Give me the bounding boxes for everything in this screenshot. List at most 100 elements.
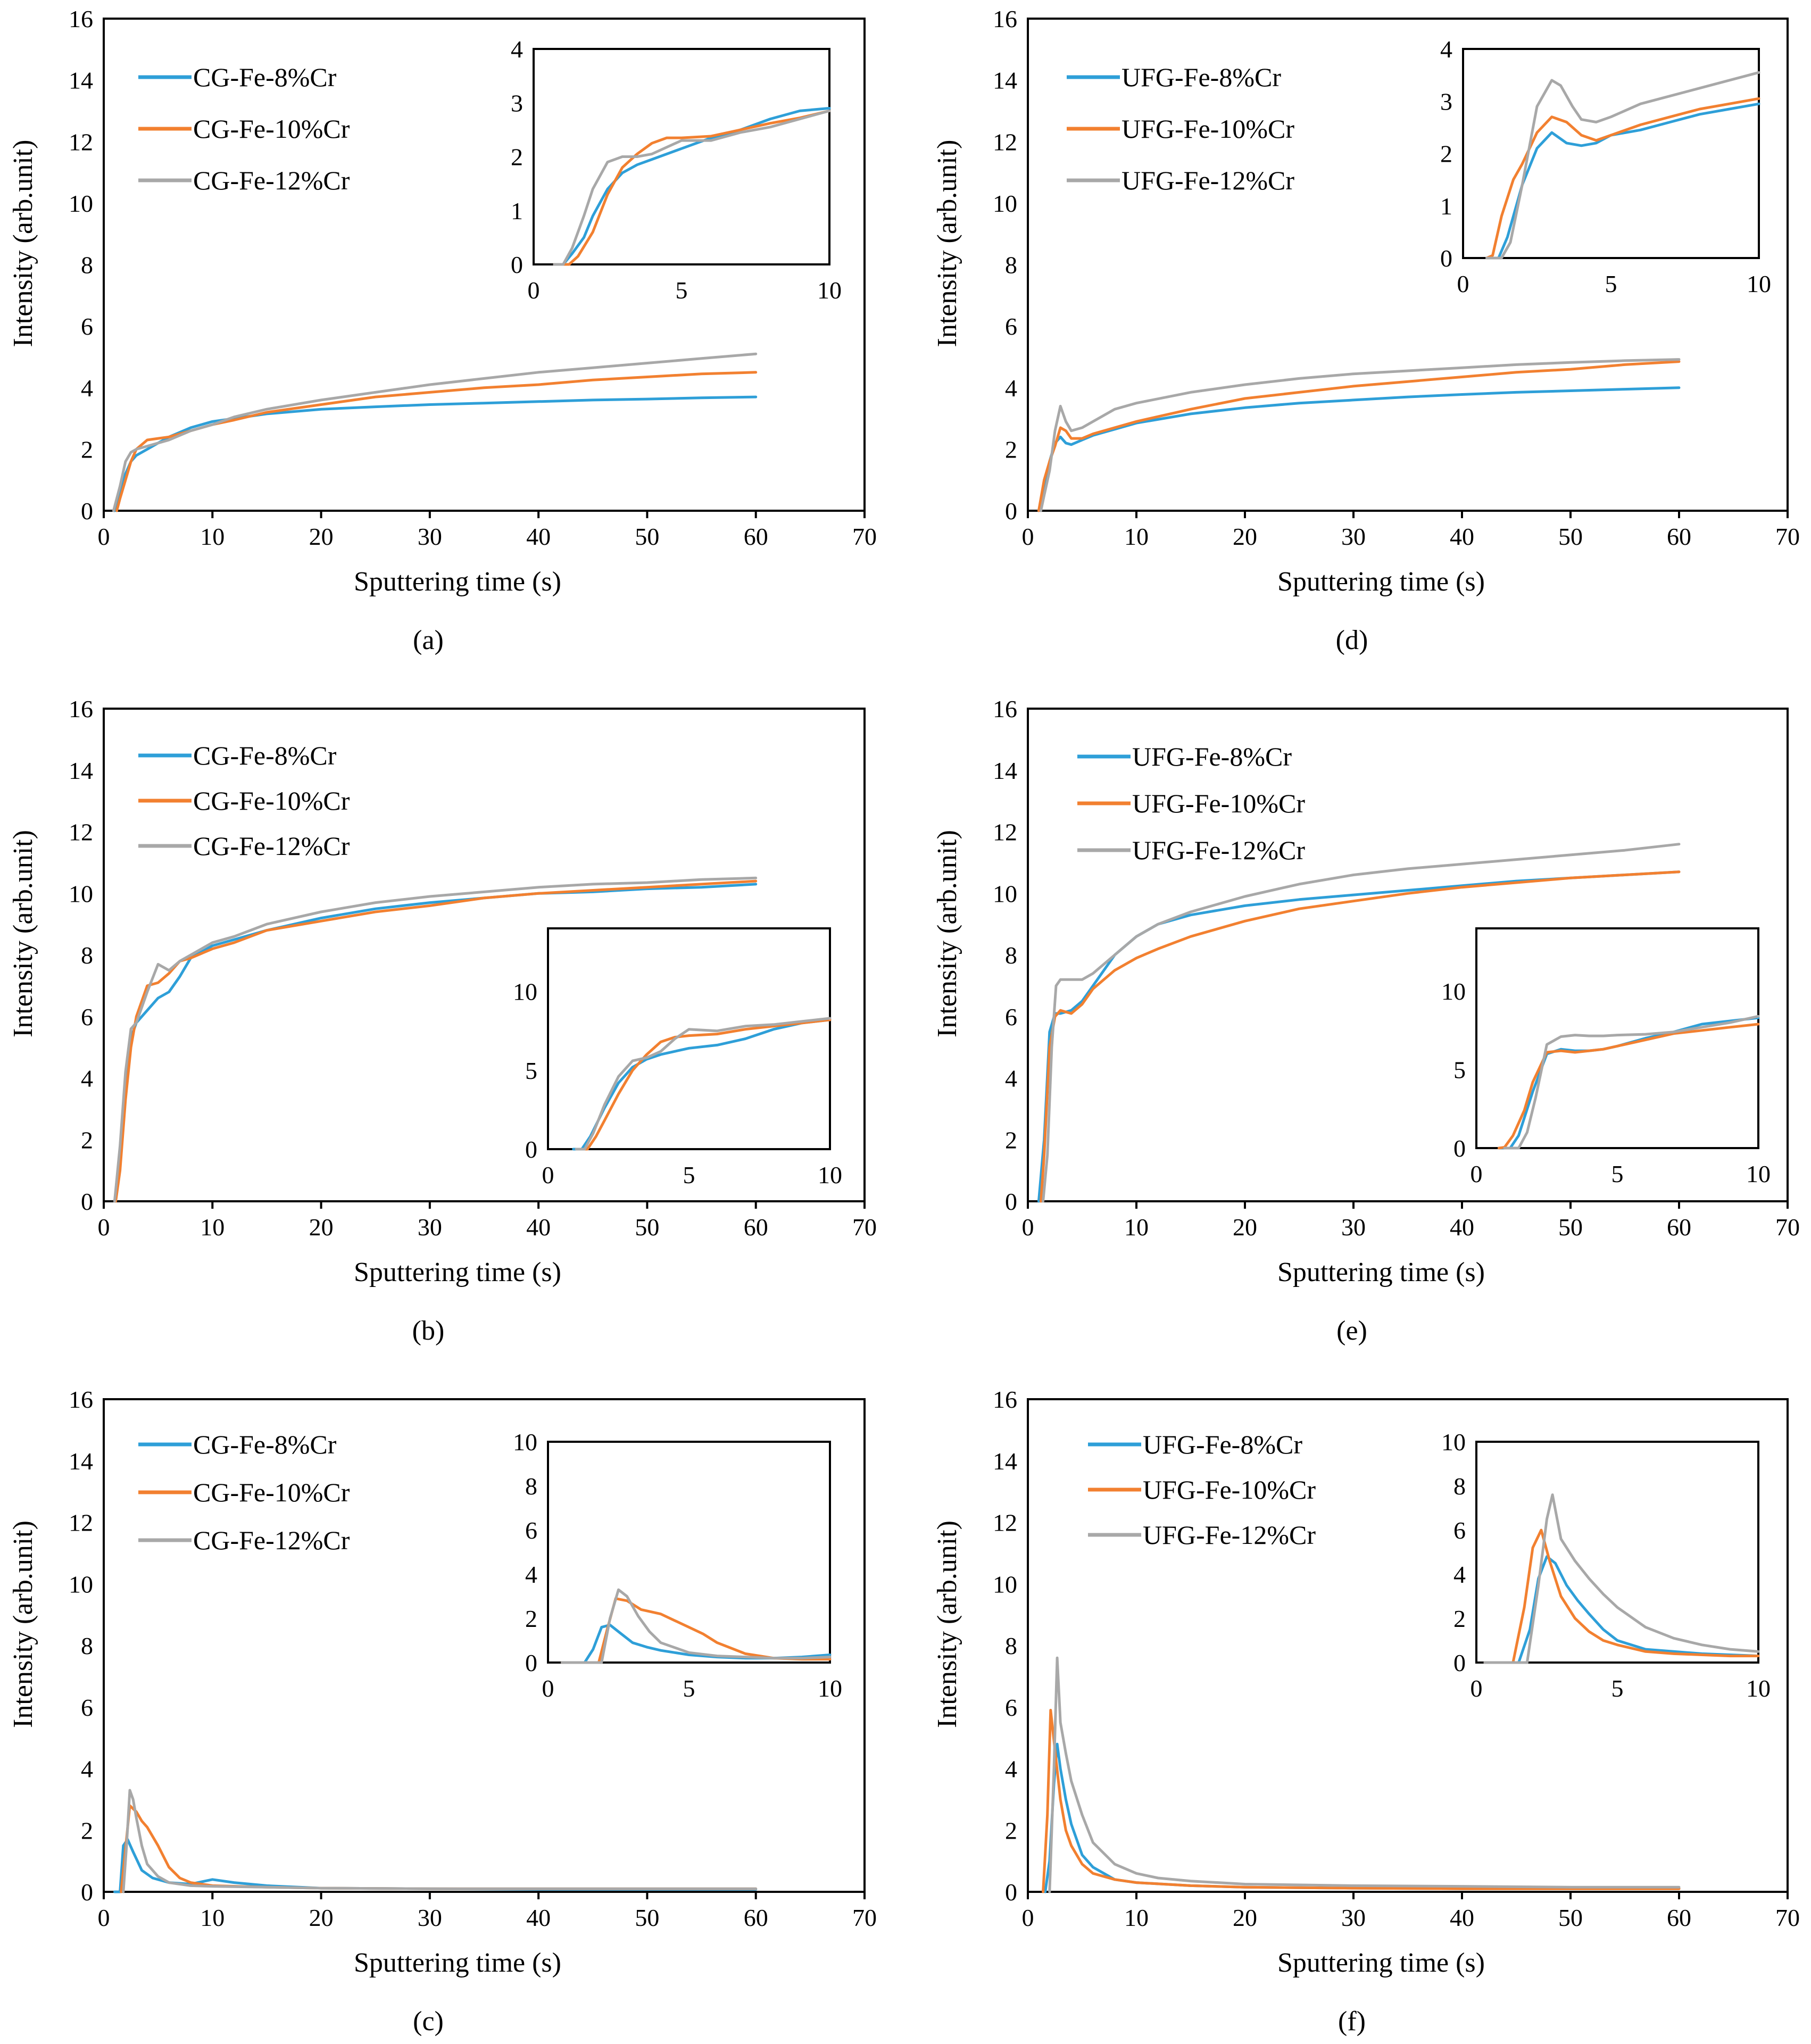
inset-y-tick-label: 10 xyxy=(1441,978,1466,1005)
inset-y-tick-label: 4 xyxy=(1440,36,1452,63)
x-tick-label: 60 xyxy=(744,1904,768,1931)
inset-series-line-1 xyxy=(1485,102,1760,260)
x-tick-label: 70 xyxy=(852,1904,877,1931)
y-tick-label: 8 xyxy=(81,942,93,969)
y-axis-title: Intensity (arb.unit) xyxy=(932,140,962,347)
y-tick-label: 16 xyxy=(993,5,1017,32)
inset-frame xyxy=(1462,48,1760,259)
x-tick-label: 50 xyxy=(1558,523,1583,550)
y-axis-title: Intensity (arb.unit) xyxy=(8,140,38,347)
inset-y-tick-label: 3 xyxy=(1440,88,1452,115)
series-line-3 xyxy=(113,876,758,1203)
legend-label: UFG-Fe-8%Cr xyxy=(1132,742,1292,771)
inset-b: 0 5 10 0 5 10 xyxy=(513,927,842,1189)
x-tick-label: 40 xyxy=(1450,1904,1474,1931)
x-tick-label: 30 xyxy=(1341,523,1366,550)
x-tick-label: 60 xyxy=(744,523,768,550)
x-tick-label: 20 xyxy=(309,1904,334,1931)
inset-x-tick-label: 5 xyxy=(1611,1160,1624,1187)
x-tick-label: 40 xyxy=(1450,1214,1474,1241)
y-tick-label: 0 xyxy=(1005,497,1017,525)
panel-caption: (c) xyxy=(413,2006,444,2037)
inset-x-tick-label: 10 xyxy=(1747,270,1771,297)
inset-y-tick-label: 2 xyxy=(525,1605,537,1632)
inset-frame xyxy=(547,1441,831,1664)
legend-label: UFG-Fe-10%Cr xyxy=(1143,1475,1316,1505)
y-tick-label: 0 xyxy=(1005,1188,1017,1215)
series-line-2 xyxy=(115,371,758,512)
legend-label: UFG-Fe-12%Cr xyxy=(1132,835,1305,865)
inset-x-tick-label: 5 xyxy=(683,1675,695,1702)
inset-series-line-2 xyxy=(553,109,831,266)
inset-y-tick-label: 0 xyxy=(511,251,523,278)
y-tick-label: 14 xyxy=(993,67,1017,94)
inset-y-tick-label: 4 xyxy=(525,1561,537,1588)
x-tick-label: 10 xyxy=(200,1214,225,1241)
inset-y-tick-label: 10 xyxy=(513,1428,537,1456)
inset-x-tick-label: 10 xyxy=(1746,1160,1771,1187)
x-tick-label: 0 xyxy=(98,523,110,550)
inset-y-tick-label: 0 xyxy=(1453,1649,1466,1676)
y-tick-label: 10 xyxy=(993,190,1017,217)
y-tick-label: 8 xyxy=(81,252,93,279)
x-tick-label: 10 xyxy=(200,1904,225,1931)
series-line-2 xyxy=(1040,870,1681,1203)
y-tick-label: 0 xyxy=(81,1879,93,1906)
y-tick-label: 12 xyxy=(993,128,1017,155)
legend-label: CG-Fe-10%Cr xyxy=(193,114,350,144)
y-tick-label: 12 xyxy=(69,128,93,155)
x-tick-label: 20 xyxy=(309,523,334,550)
y-tick-label: 16 xyxy=(69,5,93,32)
inset-y-tick-label: 10 xyxy=(1441,1428,1466,1456)
x-axis-title: Sputtering time (s) xyxy=(354,1948,561,1978)
x-tick-label: 60 xyxy=(1667,523,1691,550)
y-tick-label: 14 xyxy=(69,67,93,94)
y-tick-label: 8 xyxy=(81,1632,93,1659)
y-tick-label: 0 xyxy=(1005,1879,1017,1906)
x-tick-label: 60 xyxy=(1667,1904,1691,1931)
inset-y-tick-label: 1 xyxy=(511,197,523,225)
x-tick-label: 0 xyxy=(1022,1214,1034,1241)
x-axis-title: Sputtering time (s) xyxy=(354,567,561,597)
inset-x-tick-label: 0 xyxy=(1471,1675,1483,1702)
x-tick-label: 70 xyxy=(1775,1214,1800,1241)
x-tick-label: 30 xyxy=(1341,1904,1366,1931)
inset-y-tick-label: 2 xyxy=(1440,140,1452,168)
y-tick-label: 8 xyxy=(1005,252,1017,279)
inset-x-tick-label: 10 xyxy=(817,277,842,304)
y-tick-label: 6 xyxy=(81,313,93,340)
x-tick-label: 20 xyxy=(1233,1214,1257,1241)
inset-y-tick-label: 0 xyxy=(525,1649,537,1676)
inset-y-tick-label: 6 xyxy=(525,1517,537,1544)
x-tick-label: 50 xyxy=(635,1214,659,1241)
inset-y-tick-label: 1 xyxy=(1440,193,1452,220)
inset-series-line-3 xyxy=(1503,1015,1760,1150)
inset-series-line-3 xyxy=(553,109,831,266)
inset-series-line-2 xyxy=(1483,1528,1760,1664)
inset-y-tick-label: 0 xyxy=(1453,1135,1466,1162)
inset-series-line-2 xyxy=(1497,1023,1760,1150)
x-tick-label: 50 xyxy=(635,523,659,550)
legend-label: UFG-Fe-10%Cr xyxy=(1132,788,1305,818)
x-tick-label: 50 xyxy=(635,1904,659,1931)
panel-caption: (a) xyxy=(413,625,444,655)
inset-y-tick-label: 0 xyxy=(1440,245,1452,272)
y-tick-label: 10 xyxy=(993,1571,1017,1598)
y-tick-label: 10 xyxy=(69,1571,93,1598)
inset-y-tick-label: 2 xyxy=(1453,1605,1466,1632)
y-axis-title: Intensity (arb.unit) xyxy=(932,830,962,1037)
inset-c: 0 5 10 0 2 4 6 8 10 xyxy=(513,1428,842,1702)
series-line-3 xyxy=(1042,843,1681,1203)
x-tick-label: 20 xyxy=(1233,523,1257,550)
inset-series-line-3 xyxy=(1485,71,1760,260)
y-tick-label: 12 xyxy=(69,1509,93,1536)
x-tick-label: 70 xyxy=(1775,1904,1800,1931)
y-tick-label: 14 xyxy=(69,757,93,784)
legend-label: CG-Fe-12%Cr xyxy=(193,165,350,195)
x-tick-label: 40 xyxy=(526,523,551,550)
x-tick-label: 60 xyxy=(744,1214,768,1241)
